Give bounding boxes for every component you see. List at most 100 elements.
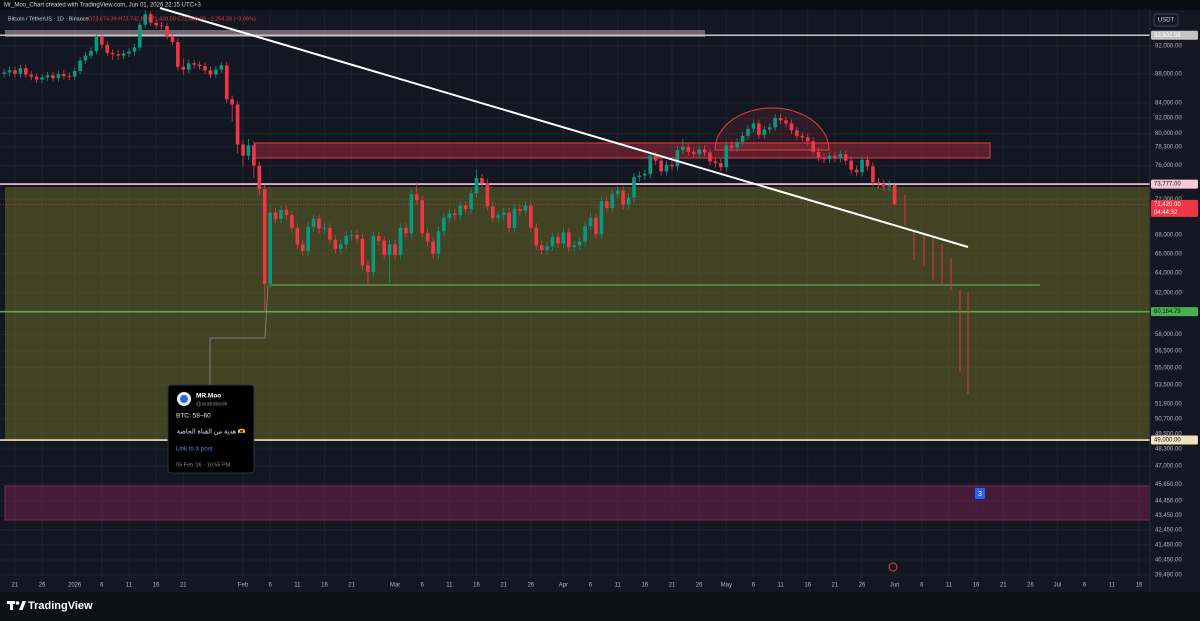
y-tick-label: 42,450.00 xyxy=(1155,527,1182,533)
candle-body xyxy=(2,72,6,74)
y-tick-label: 66,000.00 xyxy=(1155,251,1182,257)
symbol: Bitcoin / TetherUS · 1D · Binance xyxy=(8,16,89,22)
last-price-box xyxy=(1151,199,1198,217)
drawings xyxy=(159,7,969,394)
x-tick-label: 21 xyxy=(348,583,355,589)
x-tick-label: 16 xyxy=(153,583,160,589)
post-link[interactable]: Link to X post xyxy=(176,447,213,453)
candle-body xyxy=(366,265,370,273)
x-tick-label: Apr xyxy=(559,583,568,589)
price-label: 73,777.00 xyxy=(1154,182,1181,188)
candle-body xyxy=(7,70,12,73)
candle-body xyxy=(664,164,669,172)
y-tick-label: 92,000.00 xyxy=(1155,44,1182,50)
badge-box[interactable] xyxy=(975,488,985,499)
candle-body xyxy=(485,183,490,207)
handle: @arabsbook xyxy=(196,401,228,407)
x-tick-label: 6 xyxy=(421,583,425,589)
candle-body xyxy=(235,104,240,145)
currency[interactable]: USDT xyxy=(1158,18,1175,24)
post-text: BTC: 58–60 xyxy=(176,413,211,420)
candle-body xyxy=(480,178,484,184)
candle-body xyxy=(393,244,397,255)
candle-body xyxy=(838,154,843,159)
candle-body xyxy=(871,166,875,183)
candle-body xyxy=(333,239,338,250)
y-tick-label: 84,000.00 xyxy=(1155,101,1182,107)
zone xyxy=(5,30,705,37)
candle-body xyxy=(360,238,365,266)
candle-body xyxy=(615,190,620,195)
candle-body xyxy=(262,189,267,284)
candle-body xyxy=(534,227,539,246)
candle-body xyxy=(887,184,891,187)
candle-body xyxy=(670,164,674,167)
candle-body xyxy=(317,218,321,229)
candle-body xyxy=(94,36,99,51)
candle-body xyxy=(746,128,750,136)
candle-body xyxy=(767,127,772,130)
candle-body xyxy=(138,24,142,48)
candle-body xyxy=(599,201,604,235)
candle-body xyxy=(186,63,191,70)
candle-body xyxy=(881,183,886,187)
candle-body xyxy=(257,165,262,190)
candle-body xyxy=(349,235,354,237)
candle-body xyxy=(398,227,403,255)
candle-body xyxy=(224,65,229,100)
candle-body xyxy=(724,145,729,168)
card[interactable] xyxy=(167,384,255,474)
candle-body xyxy=(507,212,511,228)
x-tick-label: May xyxy=(721,583,732,589)
candle-body xyxy=(773,118,777,128)
candle-body xyxy=(241,144,245,156)
watermark: Mr_Moo_Chart created with TradingView.co… xyxy=(4,3,201,9)
last-price-label: 71,420.00 xyxy=(1154,202,1181,208)
candle-body xyxy=(784,120,788,124)
y-tick-label: 56,500.00 xyxy=(1155,349,1182,355)
logo-part xyxy=(10,601,13,610)
post-card[interactable]: MR.Moo @arabsbook BTC: 58–60 هدية من الق… xyxy=(167,384,255,474)
countdown: 04:44:32 xyxy=(1154,210,1178,216)
candle-body xyxy=(165,25,169,36)
watermark-bar xyxy=(0,0,1200,10)
x-tick-label: 21 xyxy=(12,583,19,589)
candle-body xyxy=(757,123,761,136)
x-tick-label: 16 xyxy=(641,583,648,589)
x-tick-label: 11 xyxy=(946,583,953,589)
badge[interactable]: 3 xyxy=(978,491,982,498)
candle-body xyxy=(583,225,587,242)
candle-body xyxy=(110,52,115,55)
x-tick-label: Mar xyxy=(390,583,400,589)
y-tick-label: 68,000.00 xyxy=(1155,233,1182,239)
x-tick-label: 11 xyxy=(1109,583,1116,589)
logo-part xyxy=(15,601,20,605)
candle-body xyxy=(154,22,158,26)
candle-body xyxy=(697,149,701,155)
x-tick-label: 26 xyxy=(859,583,866,589)
candle-body xyxy=(452,213,457,216)
candle-body xyxy=(447,213,452,218)
logo xyxy=(7,601,26,610)
y-tick-label: 80,000.00 xyxy=(1155,131,1182,137)
candle-body xyxy=(512,208,517,228)
y-tick-label: 50,700.00 xyxy=(1155,416,1182,422)
candle-body xyxy=(34,76,39,80)
candle-body xyxy=(577,241,582,246)
currency-box[interactable] xyxy=(1153,13,1179,27)
candle-body xyxy=(805,137,810,142)
zone xyxy=(4,485,1151,521)
candle-body xyxy=(290,215,294,228)
y-tick-label: 55,000.00 xyxy=(1155,365,1182,371)
candle-body xyxy=(892,184,897,205)
event-icon[interactable] xyxy=(888,562,898,572)
candle-body xyxy=(545,246,549,250)
candle-body xyxy=(713,161,718,164)
y-tick-label: 51,900.00 xyxy=(1155,402,1182,408)
candle-body xyxy=(556,236,560,244)
candle-body xyxy=(675,150,680,167)
candle-body xyxy=(230,99,234,105)
y-tick-label: 45,650.00 xyxy=(1155,482,1182,488)
x-tick-label: 21 xyxy=(669,583,676,589)
